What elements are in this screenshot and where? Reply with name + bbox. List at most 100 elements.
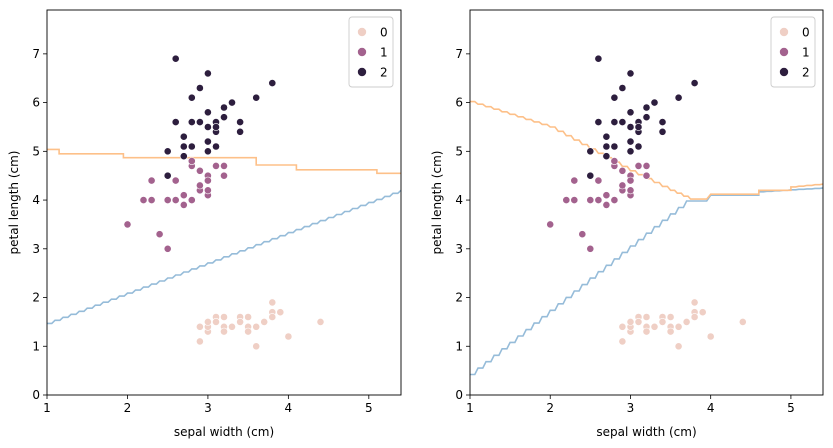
point-class-1: [594, 176, 603, 185]
point-class-0: [228, 322, 236, 331]
x-tick-label: 4: [707, 401, 715, 415]
point-class-0: [203, 317, 212, 326]
y-tick-label: 4: [32, 193, 40, 207]
point-class-0: [690, 298, 699, 307]
boundary-line-0: [47, 189, 401, 325]
point-class-2: [195, 118, 204, 126]
point-class-2: [658, 118, 667, 126]
x-tick-label: 1: [466, 401, 474, 415]
y-tick-label: 1: [455, 339, 463, 353]
legend-label: 0: [802, 26, 810, 40]
point-class-0: [642, 313, 651, 321]
point-class-2: [203, 137, 212, 146]
point-class-0: [252, 322, 261, 331]
y-tick-label: 2: [32, 291, 40, 305]
point-class-2: [220, 103, 228, 112]
point-class-1: [220, 161, 228, 170]
point-class-1: [212, 161, 220, 170]
point-class-0: [220, 313, 228, 321]
point-class-0: [260, 317, 269, 326]
point-class-0: [658, 317, 667, 326]
point-class-2: [203, 147, 212, 156]
point-class-2: [220, 113, 228, 122]
point-class-1: [594, 196, 603, 204]
point-class-2: [610, 142, 619, 151]
legend-marker: [779, 67, 789, 77]
point-class-1: [123, 220, 132, 229]
point-class-0: [268, 298, 277, 307]
point-class-0: [244, 313, 252, 321]
x-tick-label: 2: [546, 401, 554, 415]
point-class-0: [682, 317, 691, 326]
point-class-1: [147, 176, 156, 185]
point-class-2: [179, 132, 188, 141]
point-class-0: [666, 327, 675, 336]
point-class-2: [171, 118, 180, 126]
y-tick-label: 7: [455, 47, 463, 61]
point-class-2: [634, 142, 643, 151]
legend-label: 1: [802, 46, 810, 60]
point-class-2: [212, 123, 220, 131]
point-class-0: [252, 342, 261, 351]
point-class-0: [244, 327, 252, 336]
x-tick-label: 3: [627, 401, 635, 415]
y-axis-label: petal length (cm): [7, 151, 21, 255]
point-class-2: [268, 79, 277, 87]
point-class-2: [618, 84, 627, 92]
x-tick-label: 3: [204, 401, 212, 415]
point-class-0: [195, 337, 204, 346]
point-class-2: [179, 152, 188, 161]
y-tick-label: 6: [455, 96, 463, 110]
point-class-1: [602, 191, 611, 200]
point-class-1: [618, 181, 627, 190]
point-class-2: [594, 54, 603, 63]
point-class-2: [586, 147, 595, 156]
point-class-2: [650, 98, 659, 107]
point-class-2: [690, 79, 699, 87]
point-class-2: [187, 118, 196, 126]
legend-label: 0: [380, 26, 388, 40]
point-class-1: [195, 166, 204, 175]
point-class-0: [674, 342, 683, 351]
legend-marker: [357, 67, 367, 77]
legend-label: 2: [802, 66, 810, 80]
point-class-1: [163, 244, 172, 253]
point-class-2: [586, 171, 595, 180]
point-class-2: [203, 69, 212, 78]
point-class-1: [187, 196, 196, 204]
point-class-1: [179, 191, 188, 200]
point-class-0: [634, 317, 643, 326]
point-class-0: [738, 317, 747, 326]
point-class-2: [236, 118, 244, 126]
point-class-1: [171, 196, 180, 204]
point-class-2: [642, 103, 651, 112]
point-class-1: [562, 196, 571, 204]
legend-label: 2: [380, 66, 388, 80]
point-class-2: [626, 69, 635, 78]
y-tick-label: 3: [455, 242, 463, 256]
point-class-0: [698, 308, 707, 317]
point-class-2: [634, 123, 643, 131]
point-class-2: [187, 93, 196, 102]
legend-marker: [357, 27, 367, 37]
y-tick-label: 0: [32, 388, 40, 402]
point-class-0: [316, 317, 325, 326]
legend-marker: [357, 47, 367, 57]
point-class-1: [163, 196, 172, 204]
point-class-0: [706, 332, 715, 341]
point-class-0: [650, 322, 659, 331]
plot-frame: [469, 9, 824, 396]
x-axis-label: sepal width (cm): [596, 425, 696, 439]
y-tick-label: 4: [455, 193, 463, 207]
x-tick-label: 5: [365, 401, 373, 415]
point-class-2: [236, 127, 244, 136]
y-tick-label: 6: [32, 96, 40, 110]
point-class-2: [602, 152, 611, 161]
point-class-1: [618, 166, 627, 175]
point-class-1: [220, 171, 228, 180]
point-class-1: [171, 176, 180, 185]
y-axis-label: petal length (cm): [430, 151, 444, 255]
y-tick-label: 2: [455, 291, 463, 305]
boundary-line-1: [470, 100, 823, 200]
